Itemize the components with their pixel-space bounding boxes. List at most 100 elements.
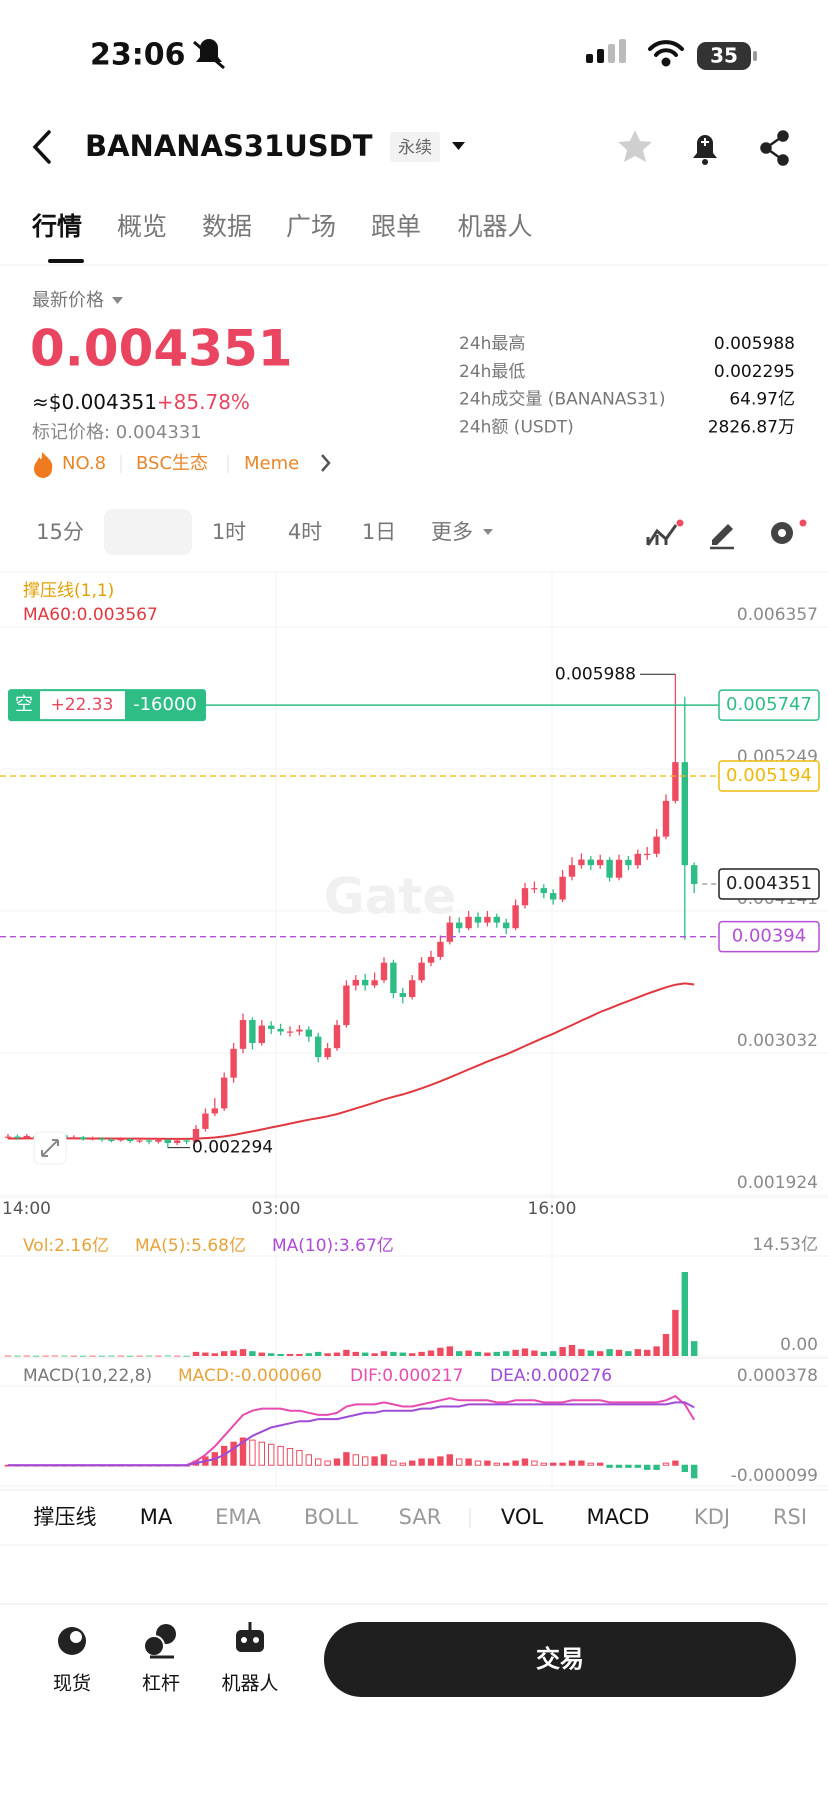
price-change: +85.78%	[157, 390, 250, 414]
candle-body	[691, 865, 698, 885]
volume-bar	[512, 1349, 519, 1356]
tab[interactable]: 广场	[286, 212, 336, 241]
back-button[interactable]	[32, 130, 51, 164]
x-tick-label: 16:00	[528, 1199, 577, 1219]
indicator-tab[interactable]: RSI	[773, 1505, 807, 1529]
position-side: 空	[15, 694, 33, 715]
macd-bar	[230, 1441, 237, 1466]
volume-bar	[268, 1353, 275, 1356]
indicator-tab[interactable]: EMA	[215, 1505, 261, 1529]
dif-line	[8, 1394, 696, 1467]
expand-button[interactable]	[33, 1131, 67, 1165]
indicator-tab[interactable]: MA	[140, 1505, 173, 1529]
price-dropdown[interactable]	[112, 297, 123, 304]
candle-body	[662, 800, 670, 837]
favorite-star[interactable]	[618, 130, 652, 162]
tag[interactable]: NO.8	[62, 453, 106, 474]
bot-icon[interactable]	[236, 1622, 264, 1652]
candle-body	[465, 916, 472, 929]
candle-body	[615, 859, 623, 878]
candle-body	[681, 762, 688, 866]
stat-label: 24h最高	[459, 334, 525, 354]
candle-body	[521, 888, 529, 906]
macd-bar	[258, 1441, 266, 1466]
wifi-icon	[648, 40, 684, 67]
volume-bar	[578, 1349, 585, 1356]
tab[interactable]: 机器人	[457, 212, 532, 241]
volume-bar	[615, 1349, 623, 1356]
candle-body	[446, 922, 453, 942]
tab[interactable]: 跟单	[371, 212, 421, 241]
y-tick-label: 0.000378	[737, 1366, 818, 1386]
indicator-tab[interactable]: SAR	[399, 1505, 442, 1529]
volume-bar	[691, 1341, 698, 1356]
battery-level: 35	[710, 44, 738, 68]
indicator-tool[interactable]	[646, 519, 684, 546]
indicator-label: 撑压线(1,1)	[23, 581, 114, 601]
macd-bar	[343, 1452, 350, 1466]
nav-label[interactable]: 杠杆	[142, 1673, 180, 1695]
volume-bar	[437, 1347, 444, 1356]
tab[interactable]: 概览	[117, 212, 167, 241]
timeframe[interactable]: 更多	[431, 520, 473, 544]
tag[interactable]: Meme	[244, 453, 299, 474]
candle-body	[239, 1019, 247, 1049]
volume-bar	[221, 1351, 228, 1356]
macd-bar	[503, 1462, 510, 1466]
volume-bar	[343, 1349, 350, 1356]
macd-bar	[653, 1464, 660, 1470]
tab[interactable]: 行情	[31, 212, 82, 241]
position-size: -16000	[133, 694, 197, 715]
timeframe[interactable]: 4时	[288, 520, 322, 544]
macd-bar	[277, 1445, 284, 1466]
alert-bell[interactable]	[693, 135, 717, 165]
watermark: Gate	[324, 868, 457, 926]
stat-value: 2826.87万	[708, 417, 795, 437]
nav-label[interactable]: 机器人	[221, 1673, 278, 1695]
stat-value: 0.005988	[714, 334, 795, 354]
indicator-tab[interactable]: BOLL	[304, 1505, 358, 1529]
volume-bar	[258, 1352, 265, 1356]
margin-icon[interactable]	[143, 1624, 176, 1659]
volume-bar	[183, 1355, 190, 1357]
volume-bar	[540, 1351, 547, 1356]
macd-bar	[465, 1458, 472, 1466]
timeframe[interactable]: 1时	[212, 520, 246, 544]
candle-body	[23, 1135, 30, 1138]
volume-bar	[362, 1352, 369, 1356]
spot-icon[interactable]	[58, 1627, 86, 1655]
volume-bar	[155, 1355, 162, 1357]
tag[interactable]: BSC生态	[136, 453, 208, 474]
indicator-tab[interactable]: 撑压线	[34, 1505, 97, 1529]
volume-bar	[286, 1353, 294, 1356]
draw-tool[interactable]	[710, 524, 734, 550]
volume-bar	[597, 1351, 604, 1356]
volume-bar	[42, 1355, 49, 1357]
x-tick-label: 03:00	[252, 1199, 301, 1219]
share-icon[interactable]	[760, 130, 789, 166]
nav-label[interactable]: 现货	[53, 1673, 91, 1695]
price-tag-label: 0.004351	[726, 873, 812, 894]
position-pnl: +22.33	[51, 695, 114, 715]
indicator-tab[interactable]: KDJ	[694, 1505, 730, 1529]
trade-button[interactable]	[324, 1622, 796, 1697]
volume-bar	[98, 1355, 106, 1357]
candle-body	[390, 962, 397, 994]
y-tick-label: 0.006357	[737, 605, 818, 625]
indicator-tab[interactable]: VOL	[501, 1505, 544, 1529]
volume-bar	[277, 1353, 284, 1356]
timeframe[interactable]: 15分	[36, 520, 84, 544]
macd-bar	[587, 1462, 594, 1466]
position-box[interactable]: 空 +22.33 -16000	[8, 689, 206, 722]
timeframe[interactable]: 1日	[362, 520, 396, 544]
more-dropdown[interactable]	[483, 529, 493, 535]
volume-bar	[390, 1351, 397, 1356]
trade-button-label[interactable]: 交易	[536, 1645, 584, 1673]
tab[interactable]: 数据	[202, 212, 252, 241]
symbol-dropdown[interactable]	[452, 142, 465, 150]
tags-more[interactable]	[321, 454, 331, 472]
price-tag	[718, 760, 820, 792]
settings-tool[interactable]	[771, 519, 807, 545]
volume-bar	[230, 1350, 237, 1356]
indicator-tab[interactable]: MACD	[587, 1505, 650, 1529]
